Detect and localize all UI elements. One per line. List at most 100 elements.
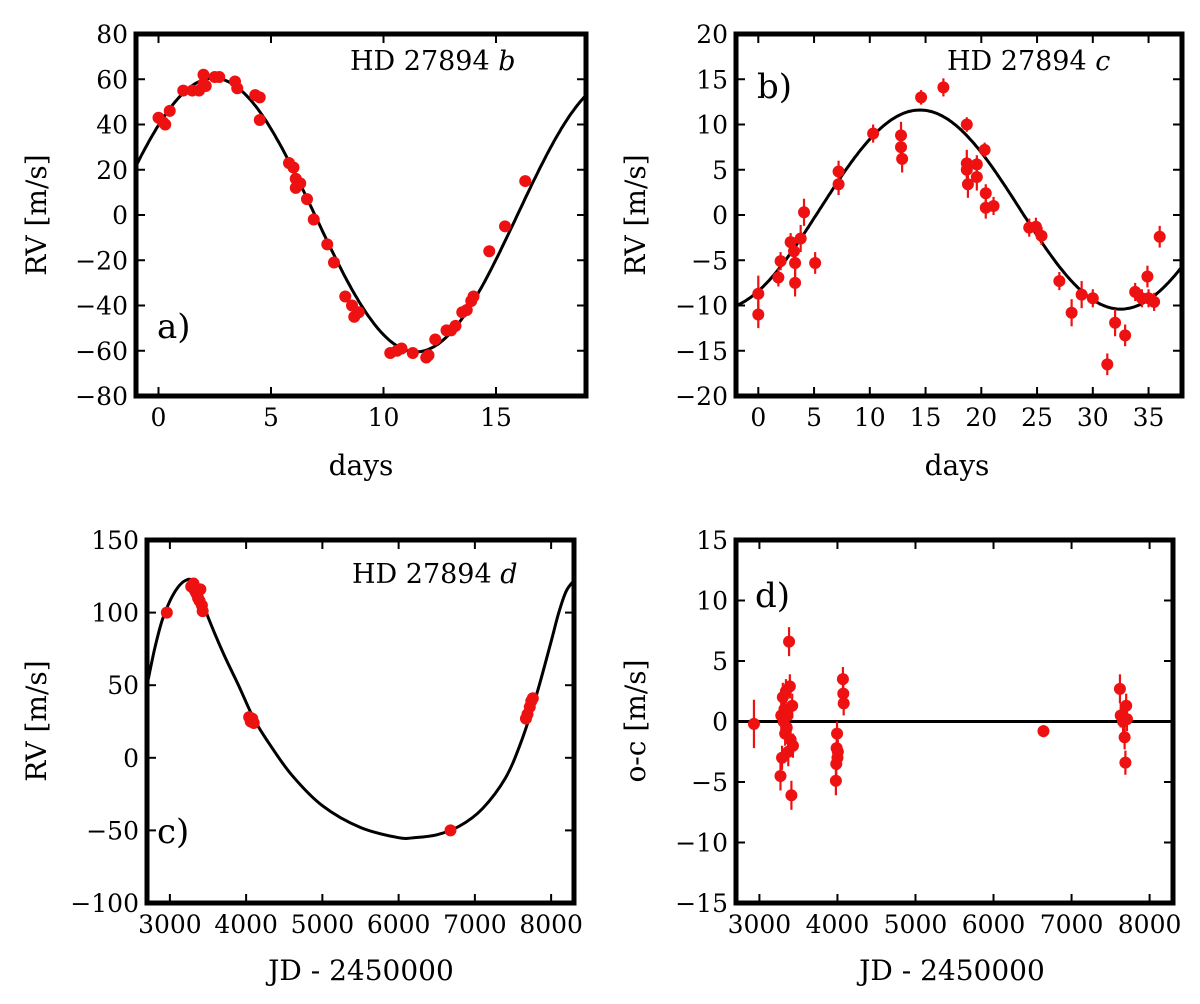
panel-b-xtick-label: 5 [806,403,822,432]
panel-d-xtick-label: 6000 [962,910,1026,939]
panel-b-ytick-label: −5 [691,246,728,275]
panel-b-xtick-label: 20 [965,403,997,432]
panel-b-data-point [832,178,845,191]
panel-b-xtick-label: 35 [1133,403,1165,432]
panel-b-data-point [1053,275,1066,288]
panel-d-data-point [1037,725,1050,738]
panel-c-ytick-label: 0 [123,744,139,773]
panel-d-ytick-label: 10 [696,587,728,616]
panel-a-data-point [422,349,435,362]
panel-a-ylabel: RV [m/s] [20,154,53,275]
panel-b-letter: b) [757,67,792,107]
panel-b-data-point [832,165,845,178]
panel-a-data-point [395,342,408,355]
panel-a-data-point [253,113,266,126]
panel-b-data-point [1101,358,1114,371]
panel-b-planet-label: HD 27894 c [947,46,1110,77]
panel-a-letter: a) [157,307,191,347]
panel-a-ytick-label: 60 [96,65,128,94]
panel-b-data-point [937,81,950,94]
panel-d: 3000 4000 5000 6000 7000 8000 −15 −10 −5 0 5 10 15 d… [619,526,1181,987]
panel-a-data-point [294,177,307,190]
panel-a-data-point [339,290,352,303]
panel-b-xtick-label: 10 [854,403,886,432]
panel-b-data-point [752,287,765,300]
panel-c-planet-label: HD 27894 d [352,559,518,590]
panel-b-planet-letter: c [1095,46,1110,77]
panel-b-model-curve [736,108,1182,311]
panel-a-ytick-label: 40 [96,111,128,140]
panel-b-ytick-label: −10 [675,292,728,321]
panel-a-data-point [483,245,496,258]
panel-d-letter: d) [755,576,790,616]
panel-a-data-point [460,304,473,317]
panel-b-ytick-label: 5 [712,156,728,185]
panel-d-data-point [836,673,849,686]
panel-b-ytick-label: 15 [696,65,728,94]
panel-b-data-point [1029,220,1042,233]
panel-c-marks [147,577,574,841]
panel-c-xtick-label: 4000 [214,910,278,939]
panel-d-data-point [829,774,842,787]
panel-a-data-point [301,193,313,206]
panel-c-data-point [196,605,209,618]
panel-a-data-point [429,333,442,346]
panel-b-data-point [794,232,807,245]
panel-b-data-point [1119,329,1132,342]
panel-b-data-point [787,245,800,258]
panel-b-data-point [772,271,785,284]
panel-d-ytick-label: −5 [691,768,728,797]
panel-b-xtick-label: 30 [1077,403,1109,432]
panel-b-xtick-label: 0 [750,403,766,432]
panel-a-ytick-label: −60 [75,337,128,366]
panel-b-data-point [979,187,992,200]
panel-c-data-point [160,606,173,619]
panel-d-xtick-label: 8000 [1118,910,1182,939]
panel-a-data-point [213,70,226,83]
panel-d-xtick-label: 5000 [884,910,948,939]
panel-b-data-point [1065,306,1078,319]
panel-b-ytick-label: 0 [712,201,728,230]
panel-b-data-point [1109,316,1122,329]
panel-a-data-point [467,290,480,303]
panel-b-data-point [1086,292,1099,305]
panel-a-data-point [163,104,176,117]
panel-a-ytick-label: −20 [75,246,128,275]
panel-a-xtick-label: 0 [151,403,167,432]
panel-b-data-point [960,163,973,176]
panel-c-data-point [247,716,260,729]
panel-c-xlabel: JD - 2450000 [265,954,454,987]
panel-c-letter: c) [157,812,189,852]
panel-d-xtick-label: 3000 [728,910,792,939]
panel-d-data-point [786,739,799,752]
panel-b-xlabel: days [925,449,990,482]
panel-a-data-point [253,91,266,104]
panel-b-data-point [1141,270,1154,283]
panel-b-data-point [896,152,909,165]
panel-b-marks [736,78,1182,376]
panel-a-star-name: HD 27894 [350,46,490,77]
panel-b-xtick-label: 25 [1021,403,1053,432]
panel-d-data-point [786,699,799,712]
panel-c-ytick-label: −100 [70,889,139,918]
panel-a-data-point [406,347,419,360]
panel-b-data-point [1075,288,1088,301]
panel-d-data-point [747,717,760,730]
panel-d-ytick-label: 0 [712,708,728,737]
panel-d-xtick-label: 7000 [1040,910,1104,939]
panel-d-ylabel: o-c [m/s] [619,659,652,782]
panel-a-ytick-label: 0 [112,201,128,230]
panel-a-data-point [197,68,210,81]
panel-c-ytick-label: −50 [86,816,139,845]
panel-b-data-point [960,118,973,131]
panel-c-ytick-label: 150 [91,526,139,555]
panel-c-ytick-label: 100 [91,599,139,628]
panel-b-data-point [774,255,787,268]
panel-b-ylabel: RV [m/s] [619,154,652,275]
panel-d-ytick-label: −15 [675,889,728,918]
panel-d-data-point [783,680,796,693]
panel-b-data-point [789,256,802,269]
panel-b-data-point [987,199,1000,212]
panel-a-xtick-label: 5 [263,403,279,432]
panel-c-frame [144,537,577,906]
